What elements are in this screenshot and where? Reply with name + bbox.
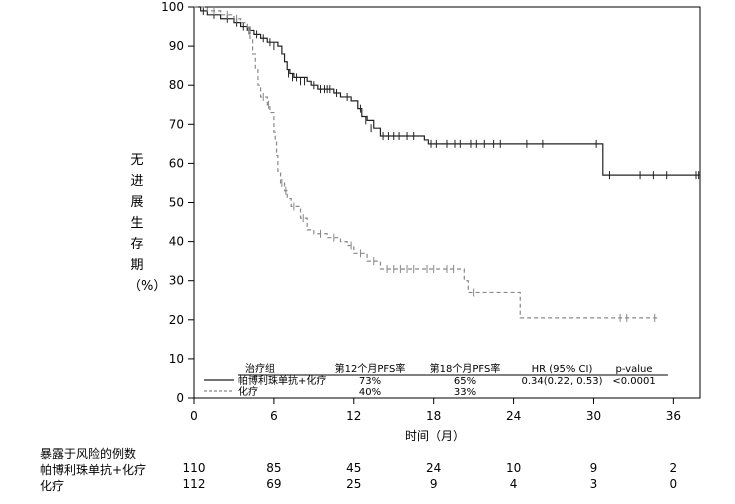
- y-axis-label: 无进展生存期（%）: [128, 153, 167, 294]
- risk-row-label-2: 化疗: [40, 479, 65, 493]
- risk-count: 69: [266, 477, 282, 491]
- y-tick-label: 60: [169, 156, 184, 170]
- y-tick-label: 80: [169, 78, 184, 92]
- km-curve-1: [194, 6, 700, 176]
- y-tick-label: 50: [169, 196, 184, 210]
- risk-count: 112: [182, 477, 206, 491]
- inset-cell: 33%: [454, 387, 476, 398]
- risk-count: 25: [346, 477, 362, 491]
- risk-table-title: 暴露于风险的例数: [40, 447, 137, 461]
- inset-row-label: 化疗: [238, 385, 258, 398]
- inset-row-label: 帕博利珠单抗+化疗: [238, 374, 326, 387]
- inset-cell: 0.34(0.22, 0.53): [522, 376, 603, 387]
- risk-count: 3: [589, 477, 598, 491]
- x-tick-label: 12: [346, 409, 361, 423]
- x-axis-label: 时间（月）: [405, 429, 465, 443]
- y-tick-label: 10: [169, 352, 184, 366]
- risk-count: 45: [346, 461, 362, 475]
- inset-header: HR (95% CI): [532, 364, 593, 375]
- x-tick-label: 18: [426, 409, 441, 423]
- x-tick-label: 24: [506, 409, 521, 423]
- risk-row-label-1: 帕博利珠单抗+化疗: [40, 463, 147, 477]
- inset-header: 第12个月PFS率: [335, 362, 406, 375]
- km-curve-2: [194, 6, 661, 319]
- risk-count: 0: [669, 477, 678, 491]
- y-tick-label: 0: [176, 391, 184, 405]
- x-tick-label: 0: [190, 409, 198, 423]
- inset-cell: 40%: [359, 387, 381, 398]
- plot-border: [193, 6, 701, 399]
- inset-header: p-value: [615, 364, 652, 375]
- y-tick-label: 90: [169, 39, 184, 53]
- inset-header: 治疗组: [245, 362, 275, 375]
- plot-frame: [193, 6, 701, 399]
- risk-count: 110: [182, 461, 206, 475]
- y-tick-label: 20: [169, 313, 184, 327]
- y-tick-label: 40: [169, 235, 184, 249]
- x-tick-label: 36: [666, 409, 681, 423]
- curves: [194, 6, 700, 322]
- risk-count: 9: [429, 477, 438, 491]
- inset-header: 第18个月PFS率: [430, 362, 501, 375]
- inset-cell: <0.0001: [612, 376, 655, 387]
- inset-cell: 73%: [359, 376, 381, 387]
- risk-count: 9: [589, 461, 598, 475]
- y-tick-label: 100: [161, 0, 184, 14]
- risk-count: 85: [266, 461, 282, 475]
- risk-count: 10: [505, 461, 522, 475]
- risk-count: 2: [669, 461, 678, 475]
- y-axis: 0 10 20 30 40 50 60 70 80 90 100: [161, 0, 194, 405]
- x-tick-label: 6: [270, 409, 278, 423]
- x-axis: 0 6 12 18 24 30 36: [190, 398, 681, 423]
- y-tick-label: 30: [169, 274, 184, 288]
- inset-table: 治疗组 第12个月PFS率 第18个月PFS率 HR (95% CI) p-value 帕…: [204, 362, 668, 398]
- x-tick-label: 30: [586, 409, 601, 423]
- inset-cell: 65%: [454, 376, 476, 387]
- y-tick-label: 70: [169, 117, 184, 131]
- risk-count: 24: [426, 461, 442, 475]
- risk-count: 4: [509, 477, 518, 491]
